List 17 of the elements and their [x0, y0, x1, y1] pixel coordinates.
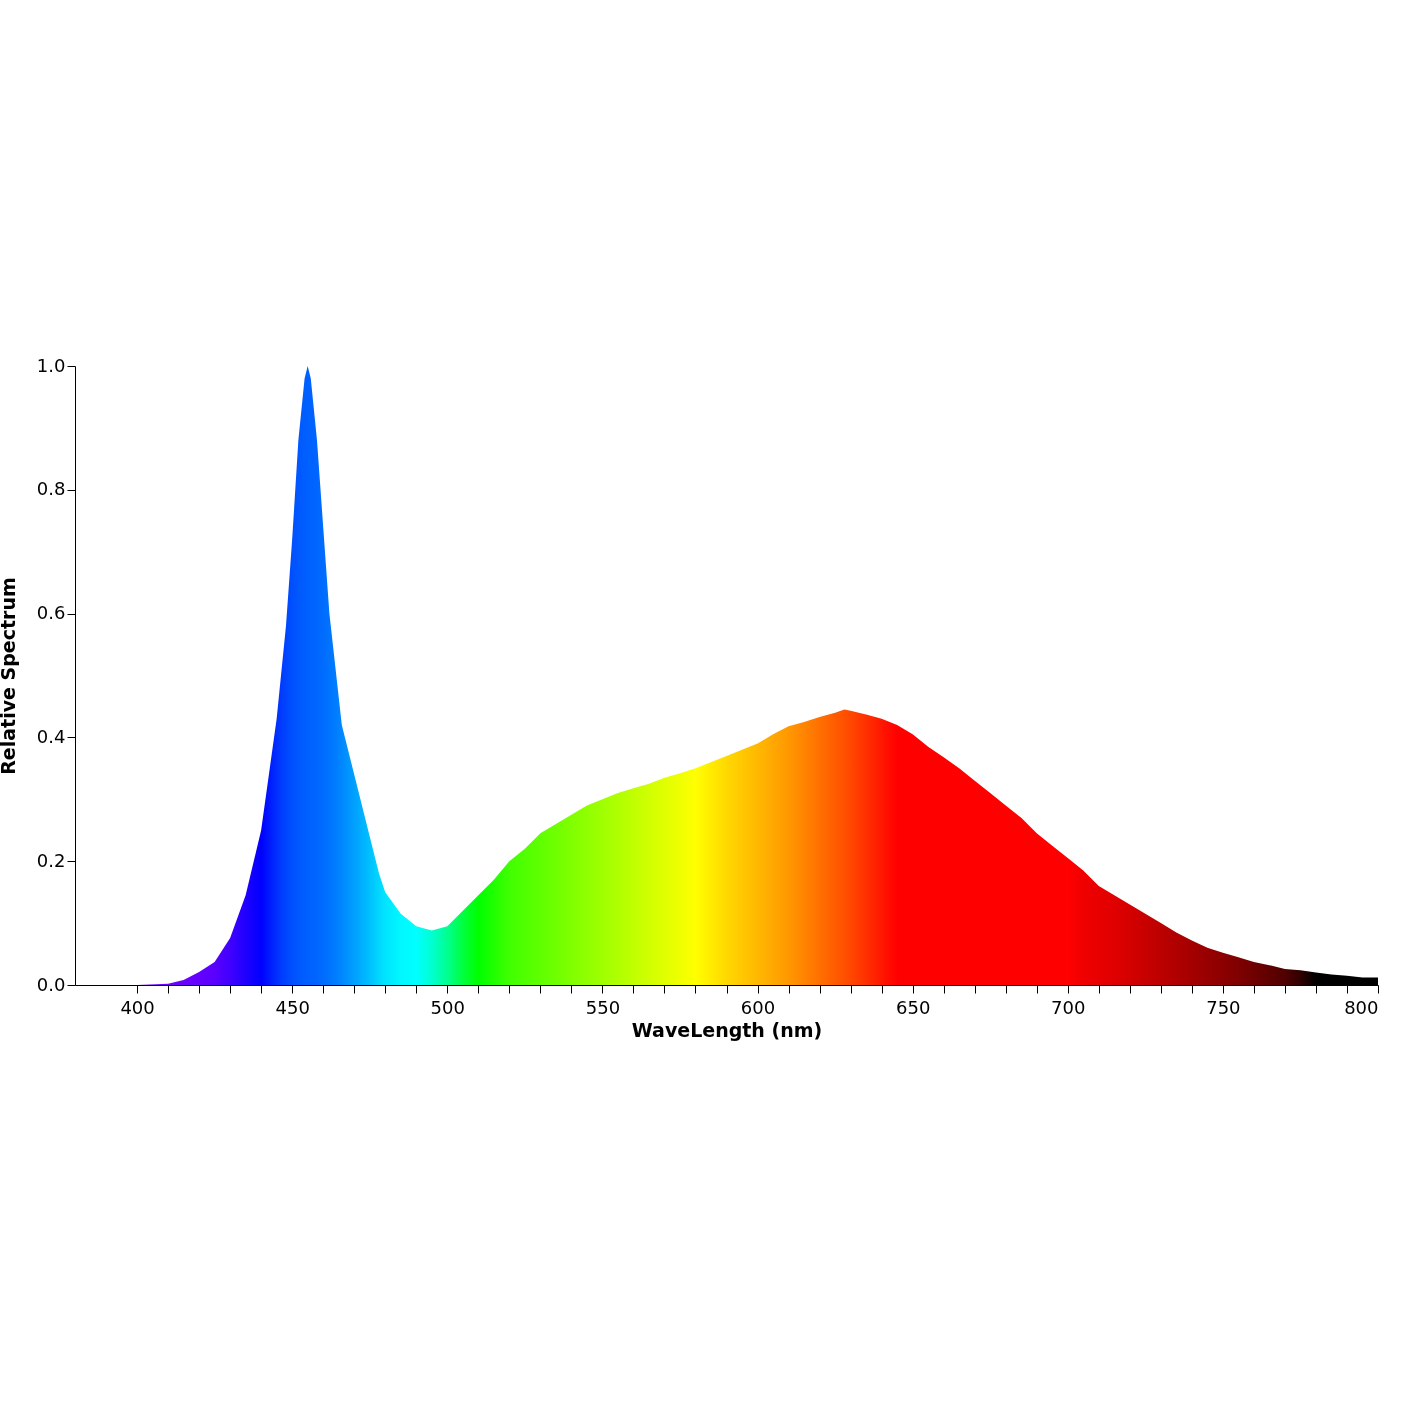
x-tick-label: 450 — [275, 996, 310, 1018]
x-axis-title: WaveLength (nm) — [631, 1018, 823, 1041]
y-tick-label: 0.0 — [36, 973, 66, 995]
x-tick-label: 600 — [740, 996, 776, 1018]
y-tick-label: 0.4 — [36, 725, 66, 747]
y-tick-label: 1.0 — [36, 354, 66, 376]
x-tick-label: 700 — [1051, 996, 1086, 1018]
x-tick-label: 500 — [430, 996, 465, 1018]
y-tick-label: 0.8 — [36, 478, 66, 500]
x-tick-label: 750 — [1206, 996, 1241, 1018]
x-tick-label: 400 — [120, 996, 155, 1018]
x-tick-label: 650 — [895, 996, 931, 1018]
x-tick-label: 550 — [585, 996, 621, 1018]
x-tick-label: 800 — [1344, 996, 1379, 1018]
y-tick-label: 0.2 — [36, 849, 66, 871]
y-tick-label: 0.6 — [36, 602, 66, 624]
y-axis-title: Relative Spectrum — [0, 577, 19, 775]
